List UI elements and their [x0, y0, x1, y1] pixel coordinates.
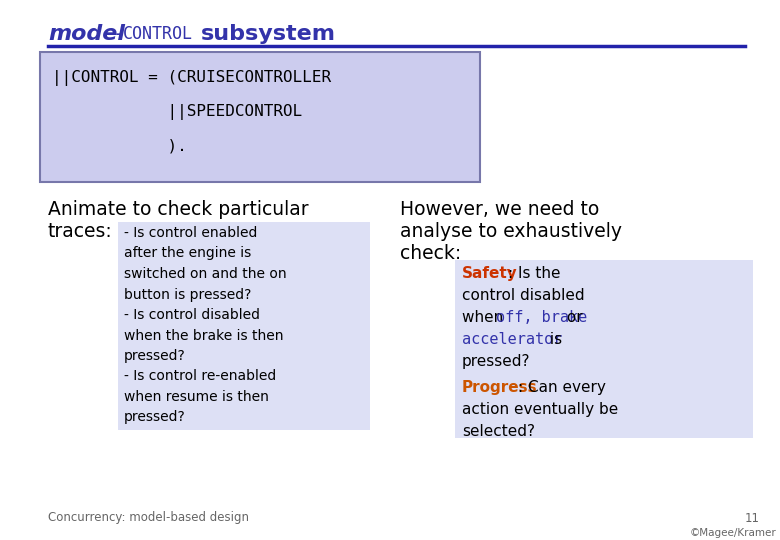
- Text: accelerator: accelerator: [462, 332, 562, 347]
- Text: Safety: Safety: [462, 266, 518, 281]
- Text: switched on and the on: switched on and the on: [124, 267, 286, 281]
- Text: However, we need to: However, we need to: [400, 200, 599, 219]
- Text: after the engine is: after the engine is: [124, 246, 251, 260]
- Text: or: or: [562, 310, 583, 325]
- Text: CONTROL: CONTROL: [123, 25, 193, 43]
- Text: pressed?: pressed?: [124, 410, 186, 424]
- Text: - Is control re-enabled: - Is control re-enabled: [124, 369, 276, 383]
- Text: pressed?: pressed?: [124, 349, 186, 363]
- Text: off, brake: off, brake: [496, 310, 587, 325]
- Text: subsystem: subsystem: [201, 24, 336, 44]
- Text: : Can every: : Can every: [518, 380, 606, 395]
- Text: when: when: [462, 310, 508, 325]
- Text: ©Magee/Kramer: ©Magee/Kramer: [690, 528, 777, 538]
- Text: selected?: selected?: [462, 424, 535, 439]
- Text: action eventually be: action eventually be: [462, 402, 619, 417]
- Text: 11: 11: [745, 511, 760, 524]
- Text: pressed?: pressed?: [462, 354, 530, 369]
- FancyBboxPatch shape: [118, 222, 370, 430]
- Text: model: model: [48, 24, 125, 44]
- Text: ||SPEEDCONTROL: ||SPEEDCONTROL: [52, 104, 303, 120]
- Text: traces:: traces:: [48, 222, 113, 241]
- Text: : Is the: : Is the: [508, 266, 561, 281]
- Text: when resume is then: when resume is then: [124, 390, 269, 404]
- Text: - Is control enabled: - Is control enabled: [124, 226, 257, 240]
- Text: Concurrency: model-based design: Concurrency: model-based design: [48, 511, 249, 524]
- Text: button is pressed?: button is pressed?: [124, 287, 251, 301]
- Text: Progress: Progress: [462, 380, 537, 395]
- Text: check:: check:: [400, 244, 461, 263]
- Text: control disabled: control disabled: [462, 288, 585, 303]
- Text: ||CONTROL = (CRUISECONTROLLER: ||CONTROL = (CRUISECONTROLLER: [52, 70, 332, 86]
- Text: when the brake is then: when the brake is then: [124, 328, 283, 342]
- FancyBboxPatch shape: [455, 260, 753, 438]
- Text: - Is control disabled: - Is control disabled: [124, 308, 260, 322]
- Text: is: is: [545, 332, 562, 347]
- Text: ).: ).: [52, 138, 186, 153]
- Text: -: -: [108, 24, 123, 44]
- Text: Animate to check particular: Animate to check particular: [48, 200, 309, 219]
- Text: analyse to exhaustively: analyse to exhaustively: [400, 222, 622, 241]
- FancyBboxPatch shape: [40, 52, 480, 182]
